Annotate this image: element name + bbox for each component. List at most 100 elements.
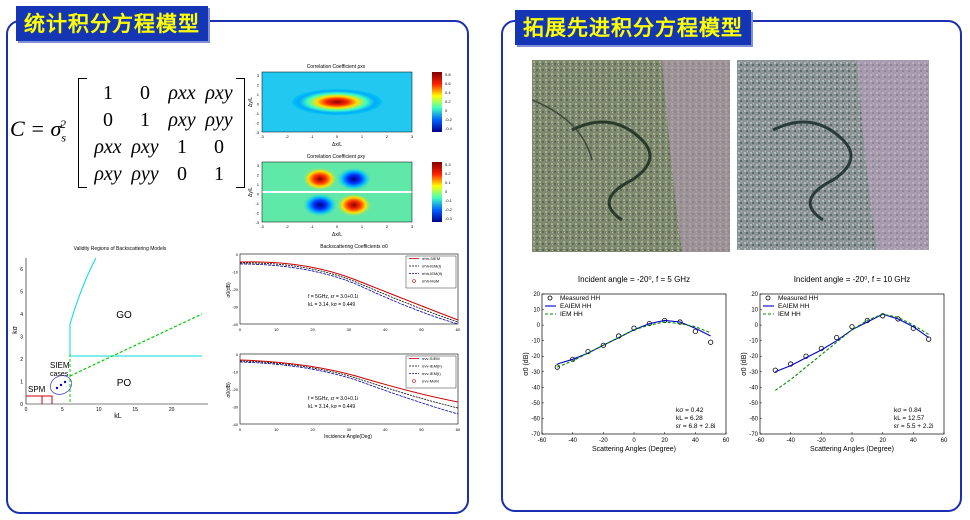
validity-xtick: 0 — [25, 407, 28, 413]
corr1-xtick: -2 — [285, 134, 289, 139]
corr1-cbar-tick: -0.4 — [445, 126, 453, 131]
corr1-cbar-tick: 0.4 — [445, 90, 451, 95]
corr2-xlabel: Δx/L — [332, 232, 342, 238]
validity-ylabel: kσ — [12, 325, 19, 334]
corr1-ylabel: Δy/L — [248, 97, 254, 107]
matrix-cell: 1 — [214, 163, 224, 185]
legend-marker — [547, 295, 553, 301]
y-axis-label: σ0 (dB) — [523, 352, 530, 375]
corr1-cbar-tick: 0 — [445, 108, 448, 113]
matrix-cell: ρxy — [131, 136, 159, 158]
corr2-ytick: -2 — [255, 211, 259, 216]
y-tick-label: 10 — [533, 308, 540, 314]
x-tick-label: 20 — [661, 438, 668, 444]
x-tick-label: 0 — [632, 438, 636, 444]
corr2-cbar-tick: -0.2 — [445, 207, 453, 212]
corr2-ytick: 1 — [257, 182, 260, 187]
bs1-ytick: -30 — [232, 305, 239, 310]
bs2-legend-label: σvv-IEM(I) — [422, 371, 441, 376]
legend-label: IEM HH — [778, 311, 801, 318]
corr1-ytick: -1 — [255, 111, 259, 116]
y-tick-label: 20 — [533, 292, 540, 298]
chart-annotation: kσ = 0.42 — [676, 407, 704, 414]
bs2-xtick: 20 — [310, 427, 315, 432]
matrix-cell: 0 — [214, 136, 224, 158]
y-tick-label: -70 — [531, 432, 540, 438]
validity-xlabel: kL — [114, 413, 122, 420]
corr1-title: Correlation Coefficient ρxx — [307, 64, 366, 70]
measured-point — [772, 367, 778, 373]
bs1-ytick: 0 — [236, 252, 239, 257]
matrix-bracket-right — [236, 78, 245, 188]
corr1-ytick: -2 — [255, 121, 259, 126]
bs2-ytick: -20 — [232, 387, 239, 392]
chart-annotation: εr = 5.5 + 2.2i — [894, 423, 933, 430]
corr2-xtick: -3 — [260, 224, 264, 229]
corr2-ytick: 0 — [257, 192, 260, 197]
corr1-xlabel: Δx/L — [332, 142, 342, 148]
corr2-xtick: 3 — [411, 224, 414, 229]
chart-title: Incident angle = -20⁰, f = 5 GHz — [578, 275, 690, 284]
bs1-ytick: -10 — [232, 270, 239, 275]
matrix-cell: 1 — [177, 136, 187, 158]
chart-annotation: kL = 6.28 — [676, 415, 703, 422]
corr1-xtick: -3 — [260, 134, 264, 139]
siem-label: SIEM — [50, 361, 70, 370]
backscatter-plots: Backscattering Coefficients σ0 0 10 20 30 40… — [226, 244, 461, 440]
corr2-xtick: -1 — [310, 224, 314, 229]
measured-point — [554, 364, 560, 370]
validity-ytick: 5 — [20, 290, 23, 296]
bs2-legend-label: σvv-IEM(II) — [422, 364, 442, 369]
bs1-params2: kL = 3.14, kσ = 0.449 — [308, 302, 355, 308]
bs2-xlabel: Incidence Angle(Deg) — [324, 434, 372, 440]
measured-point — [849, 324, 855, 330]
bs2-xtick: 40 — [383, 427, 388, 432]
legend-label: Measured HH — [778, 295, 818, 302]
measured-point — [600, 342, 606, 348]
corr2-cbar-tick: 0.2 — [445, 171, 451, 176]
equation-lhs: C = σs2 — [10, 116, 67, 145]
y-tick-label: -30 — [749, 370, 758, 376]
validity-xtick: 20 — [169, 407, 175, 413]
corr1-cbar-tick: 0.2 — [445, 99, 451, 104]
matrix-cell: 1 — [140, 109, 150, 131]
y-tick-label: -50 — [749, 401, 758, 407]
validity-ytick: 0 — [20, 402, 23, 408]
bs1-ytick: -20 — [232, 287, 239, 292]
corr1-ytick: 0 — [257, 102, 260, 107]
x-axis-label: Scattering Angles (Degree) — [592, 446, 676, 453]
x-tick-label: -60 — [756, 438, 765, 444]
corr1-ytick: 1 — [257, 92, 260, 97]
sar-image-simulated — [737, 60, 929, 250]
legend-marker — [765, 295, 771, 301]
measured-point — [692, 328, 698, 334]
corr2-xtick: 0 — [336, 224, 339, 229]
corr2-ytick: -1 — [255, 201, 259, 206]
validity-xtick: 5 — [61, 407, 64, 413]
bs1-legend-label: σhh-SIEM — [422, 256, 440, 261]
y-tick-label: -40 — [749, 385, 758, 391]
validity-ytick: 1 — [20, 380, 23, 386]
y-tick-label: -20 — [531, 354, 540, 360]
legend-label: Measured HH — [560, 295, 600, 302]
measured-point — [834, 334, 840, 341]
y-tick-label: -10 — [749, 339, 758, 345]
matrix-cell: ρxy — [94, 163, 122, 185]
x-tick-label: 60 — [723, 438, 730, 444]
po-label: PO — [117, 378, 132, 389]
y-tick-label: -30 — [531, 370, 540, 376]
y-tick-label: 0 — [755, 323, 759, 329]
x-tick-label: 0 — [850, 438, 854, 444]
validity-ytick: 6 — [20, 267, 23, 273]
bs1-xtick: 0 — [239, 327, 242, 332]
go-label: GO — [116, 310, 132, 321]
corr2-xtick: -2 — [285, 224, 289, 229]
bs1-ytick: -40 — [232, 322, 239, 327]
series-line-2 — [557, 321, 711, 368]
matrix-cell: 0 — [177, 163, 187, 185]
measured-point — [631, 325, 637, 331]
bs2-ytick: 0 — [236, 352, 239, 357]
corr1-cbar-tick: -0.2 — [445, 117, 453, 122]
bs2-xtick: 50 — [419, 427, 424, 432]
chart-annotation: kσ = 0.84 — [894, 407, 922, 414]
